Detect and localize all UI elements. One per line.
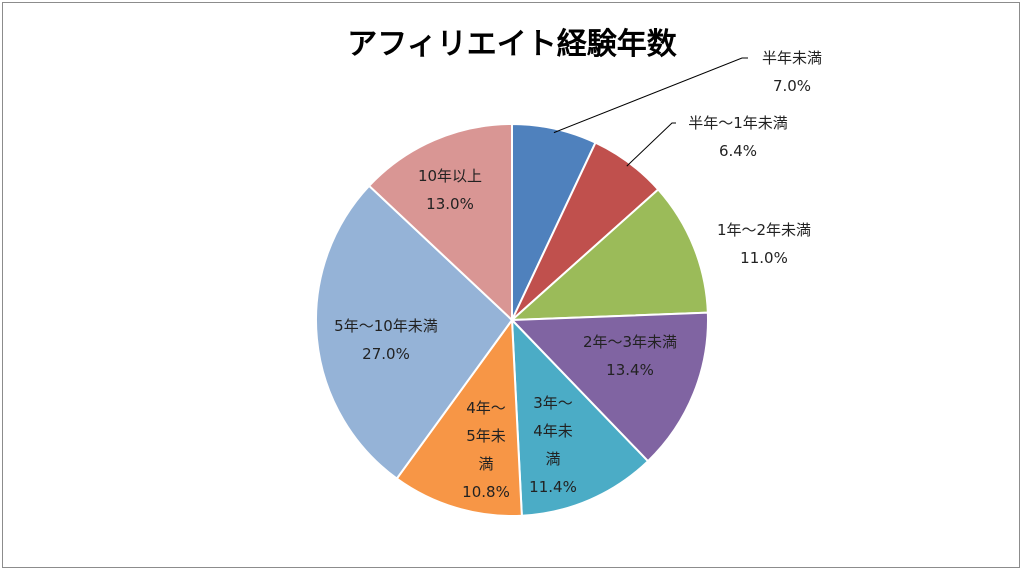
leader-line-1 <box>553 57 748 134</box>
pie-slice-4 <box>509 311 709 463</box>
slice-value-1: 7.0% <box>773 77 811 95</box>
slice-value-4: 13.4% <box>606 361 654 379</box>
slice-value-2: 6.4% <box>719 142 757 160</box>
slice-label-2: 半年〜1年未満 6.4% <box>688 114 788 160</box>
slice-value-8: 13.0% <box>426 195 474 213</box>
slice-value-6: 10.8% <box>462 483 510 501</box>
slice-labels: 半年未満 7.0% 半年〜1年未満 6.4% 1年〜2年未満 11.0% 2年〜3年未満 13… <box>334 49 822 501</box>
slice-label-7: 5年〜10年未満 27.0% <box>334 317 438 363</box>
slice-value-7: 27.0% <box>362 345 410 363</box>
pie-slice-7 <box>315 184 514 480</box>
leader-lines <box>553 57 748 167</box>
pie-slice-8 <box>367 122 513 323</box>
leader-line-2 <box>626 122 676 167</box>
slice-label-6: 4年〜 5年未満 10.8% <box>462 399 510 501</box>
pie-slices <box>315 122 709 517</box>
slice-value-5: 11.4% <box>529 478 577 496</box>
slice-label-5: 3年〜 4年未満 11.4% <box>529 394 577 496</box>
slice-value-3: 11.0% <box>740 249 788 267</box>
slice-label-3: 1年〜2年未満 11.0% <box>717 221 811 267</box>
slice-label-1: 半年未満 7.0% <box>762 49 822 95</box>
pie-slice-6 <box>395 317 523 517</box>
slice-label-4: 2年〜3年未満 13.4% <box>583 333 677 379</box>
chart-title: アフィリエイト経験年数 <box>347 27 677 62</box>
pie-slice-5 <box>510 317 650 517</box>
pie-slice-3 <box>509 188 709 322</box>
slice-label-8: 10年以上 13.0% <box>418 167 482 213</box>
